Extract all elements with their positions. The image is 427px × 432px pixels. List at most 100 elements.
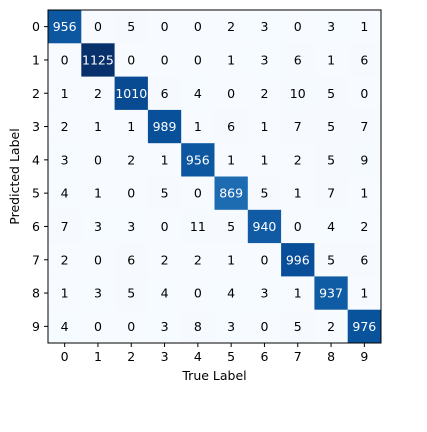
heatmap-cell bbox=[247, 243, 282, 277]
cell-value-label: 1 bbox=[194, 119, 202, 134]
cell-value-label: 6 bbox=[161, 86, 169, 101]
heatmap-cell bbox=[181, 143, 215, 177]
cell-value-label: 0 bbox=[127, 52, 135, 67]
heatmap-cell bbox=[114, 176, 149, 211]
heatmap-cell bbox=[247, 176, 282, 211]
cell-value-label: 1 bbox=[360, 186, 368, 201]
cell-value-label: 0 bbox=[294, 19, 302, 34]
cell-value-label: 1 bbox=[61, 286, 69, 301]
heatmap-cell bbox=[147, 209, 182, 244]
heatmap-cell bbox=[347, 10, 382, 44]
cell-value-label: 4 bbox=[61, 186, 69, 201]
heatmap-cell bbox=[181, 276, 215, 311]
cell-value-label: 4 bbox=[194, 86, 202, 101]
heatmap-cell bbox=[347, 243, 382, 277]
cell-value-label: 2 bbox=[360, 219, 368, 234]
cell-value-label: 0 bbox=[94, 19, 102, 34]
cell-value-label: 5 bbox=[327, 152, 335, 167]
heatmap-cell bbox=[181, 209, 215, 244]
x-tick-label: 6 bbox=[260, 349, 268, 364]
heatmap-cell bbox=[214, 209, 249, 244]
heatmap-cell bbox=[81, 176, 115, 211]
heatmap-cell bbox=[281, 109, 315, 144]
x-axis-title: True Label bbox=[181, 368, 246, 383]
cell-value-label: 0 bbox=[227, 86, 235, 101]
cell-value-label: 1010 bbox=[115, 86, 147, 101]
heatmap-cell bbox=[214, 276, 249, 311]
cell-value-label: 0 bbox=[61, 52, 69, 67]
cell-value-label: 8 bbox=[194, 319, 202, 334]
cell-value-label: 11 bbox=[190, 219, 206, 234]
heatmap-cell bbox=[147, 10, 182, 44]
cell-value-label: 5 bbox=[294, 319, 302, 334]
heatmap-cell bbox=[247, 309, 282, 344]
x-tick-label: 5 bbox=[227, 349, 235, 364]
cell-value-label: 6 bbox=[127, 252, 135, 267]
heatmap-cell bbox=[247, 143, 282, 177]
heatmap-cell bbox=[81, 243, 115, 277]
heatmap-cell bbox=[48, 76, 82, 111]
heatmap-cell bbox=[114, 43, 149, 77]
cell-value-label: 0 bbox=[127, 186, 135, 201]
y-tick-label: 4 bbox=[32, 152, 40, 167]
cell-value-label: 0 bbox=[161, 219, 169, 234]
cell-value-label: 989 bbox=[153, 119, 177, 134]
heatmap-cell bbox=[247, 76, 282, 111]
cell-value-label: 3 bbox=[327, 19, 335, 34]
cell-value-label: 0 bbox=[161, 52, 169, 67]
heatmap-cell bbox=[281, 43, 315, 77]
heatmap-cell bbox=[147, 76, 182, 111]
heatmap-cell bbox=[114, 76, 149, 111]
x-tick-label: 1 bbox=[94, 349, 102, 364]
heatmap-cell bbox=[214, 309, 249, 344]
cell-value-label: 5 bbox=[327, 119, 335, 134]
heatmap-cell bbox=[48, 109, 82, 144]
heatmap-cell bbox=[247, 10, 282, 44]
heatmap-cell bbox=[281, 243, 315, 277]
x-tick-label: 8 bbox=[327, 349, 335, 364]
heatmap-cell bbox=[48, 276, 82, 311]
cell-value-label: 996 bbox=[286, 252, 310, 267]
cell-value-label: 0 bbox=[194, 186, 202, 201]
cell-value-label: 0 bbox=[194, 286, 202, 301]
cell-value-label: 1 bbox=[61, 86, 69, 101]
heatmap-cell bbox=[214, 176, 249, 211]
cell-value-label: 5 bbox=[127, 19, 135, 34]
heatmap-cell bbox=[281, 10, 315, 44]
cell-value-label: 1125 bbox=[82, 52, 114, 67]
x-tick-label: 2 bbox=[127, 349, 135, 364]
heatmap-cell bbox=[48, 10, 82, 44]
cell-value-label: 0 bbox=[94, 319, 102, 334]
heatmap-cell bbox=[114, 276, 149, 311]
cell-value-label: 3 bbox=[227, 319, 235, 334]
cell-value-label: 1 bbox=[94, 186, 102, 201]
cell-value-label: 0 bbox=[94, 252, 102, 267]
heatmap-cell bbox=[281, 143, 315, 177]
heatmap-cell bbox=[181, 176, 215, 211]
heatmap-cell bbox=[81, 209, 115, 244]
heatmap-cell bbox=[114, 10, 149, 44]
cell-value-label: 2 bbox=[61, 252, 69, 267]
x-axis-ticks: 0 1 2 3 4 5 6 7 8 9 bbox=[61, 343, 368, 364]
heatmap-cell bbox=[314, 309, 349, 344]
heatmap-cell bbox=[48, 309, 82, 344]
heatmap-cell bbox=[314, 76, 349, 111]
heatmap-cell bbox=[281, 276, 315, 311]
cell-value-label: 5 bbox=[260, 186, 268, 201]
heatmap-cell bbox=[214, 76, 249, 111]
heatmap-cell bbox=[347, 276, 382, 311]
cell-value-label: 2 bbox=[161, 252, 169, 267]
x-tick-label: 7 bbox=[294, 349, 302, 364]
cell-value-label: 1 bbox=[227, 252, 235, 267]
heatmap-cell bbox=[48, 243, 82, 277]
heatmap-cells bbox=[48, 10, 382, 344]
heatmap-cell bbox=[181, 309, 215, 344]
cell-value-label: 0 bbox=[194, 19, 202, 34]
y-tick-label: 1 bbox=[32, 52, 40, 67]
cell-value-label: 9 bbox=[360, 152, 368, 167]
cell-value-label: 0 bbox=[260, 252, 268, 267]
heatmap-cell bbox=[48, 143, 82, 177]
heatmap-cell-labels: 956 0 5 0 0 2 3 0 3 10 1125 0 0 0 1 3 6 1 61 2 1010 6 4 0 2 10 5 02… bbox=[53, 19, 377, 334]
